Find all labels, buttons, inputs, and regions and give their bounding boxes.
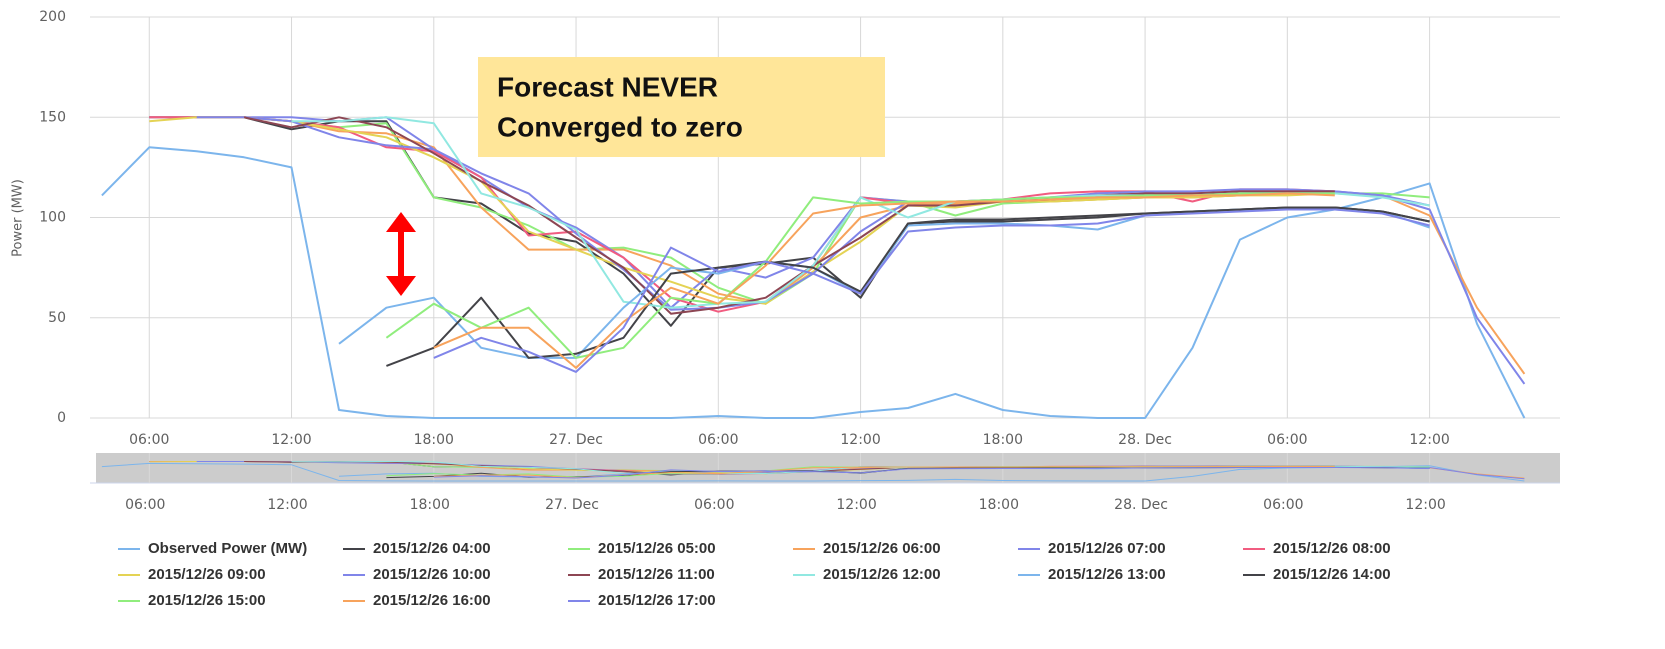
- navigator-line: [433, 467, 1430, 479]
- series-line: [101, 146, 1526, 419]
- y-axis-label: Power (MW): [11, 179, 26, 257]
- x-tick-label: 18:00: [414, 432, 454, 448]
- x-tick-label: 06:00: [129, 432, 169, 448]
- navigator-tick-label: 06:00: [1263, 497, 1303, 513]
- series-line: [338, 208, 1430, 359]
- legend-label[interactable]: 2015/12/26 08:00: [1273, 540, 1391, 557]
- annotation-text: Forecast NEVER: [497, 71, 718, 102]
- x-tick-label: 12:00: [271, 432, 311, 448]
- legend-label[interactable]: 2015/12/26 06:00: [823, 540, 941, 557]
- legend-label[interactable]: 2015/12/26 13:00: [1048, 566, 1166, 583]
- navigator-tick-label: 18:00: [979, 497, 1019, 513]
- x-tick-label: 06:00: [1267, 432, 1307, 448]
- legend-label[interactable]: 2015/12/26 05:00: [598, 540, 716, 557]
- legend-label[interactable]: 2015/12/26 09:00: [148, 566, 266, 583]
- navigator-tick-label: 28. Dec: [1114, 497, 1168, 513]
- legend-label[interactable]: 2015/12/26 12:00: [823, 566, 941, 583]
- navigator-tick-label: 27. Dec: [545, 497, 599, 513]
- navigator-tick-label: 12:00: [267, 497, 307, 513]
- legend-label[interactable]: 2015/12/26 16:00: [373, 592, 491, 609]
- series-line: [243, 116, 1335, 315]
- series-line: [149, 116, 1383, 305]
- x-tick-label: 27. Dec: [549, 432, 603, 448]
- annotation-box: [478, 57, 885, 157]
- x-tick-label: 28. Dec: [1118, 432, 1172, 448]
- navigator-tick-label: 18:00: [410, 497, 450, 513]
- series-line: [433, 208, 1430, 373]
- legend-label[interactable]: 2015/12/26 17:00: [598, 592, 716, 609]
- navigator-tick-label: 12:00: [1405, 497, 1445, 513]
- navigator-tick-label: 06:00: [694, 497, 734, 513]
- annotation-text: Converged to zero: [497, 111, 743, 142]
- y-tick-label: 200: [39, 9, 66, 25]
- legend-label[interactable]: Observed Power (MW): [148, 540, 307, 557]
- legend-label[interactable]: 2015/12/26 10:00: [373, 566, 491, 583]
- y-tick-label: 50: [48, 310, 66, 326]
- legend-label[interactable]: 2015/12/26 04:00: [373, 540, 491, 557]
- y-tick-label: 150: [39, 109, 66, 125]
- x-tick-label: 06:00: [698, 432, 738, 448]
- x-tick-label: 12:00: [840, 432, 880, 448]
- navigator-tick-label: 12:00: [836, 497, 876, 513]
- legend-label[interactable]: 2015/12/26 07:00: [1048, 540, 1166, 557]
- series-line: [433, 192, 1335, 369]
- legend-label[interactable]: 2015/12/26 11:00: [598, 566, 715, 583]
- double-arrow: [386, 212, 416, 296]
- navigator-tick-label: 06:00: [125, 497, 165, 513]
- legend-label[interactable]: 2015/12/26 14:00: [1273, 566, 1391, 583]
- legend-label[interactable]: 2015/12/26 15:00: [148, 592, 266, 609]
- x-tick-label: 18:00: [983, 432, 1023, 448]
- x-tick-label: 12:00: [1409, 432, 1449, 448]
- y-tick-label: 100: [39, 210, 66, 226]
- y-tick-label: 0: [57, 410, 66, 426]
